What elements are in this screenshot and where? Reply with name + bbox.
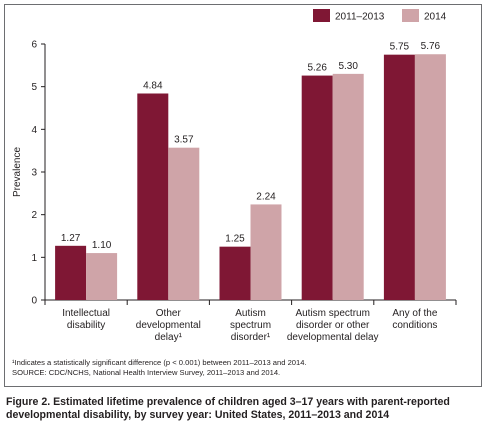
y-tick-label: 0 — [31, 296, 37, 307]
legend-label: 2014 — [424, 12, 447, 23]
bar-value-label: 3.57 — [174, 135, 194, 146]
bar — [137, 93, 169, 300]
y-tick-label: 6 — [31, 40, 37, 51]
bar-value-label: 1.27 — [61, 233, 81, 244]
bar — [86, 253, 118, 300]
bar-value-label: 1.25 — [225, 234, 245, 245]
bar — [383, 54, 415, 300]
legend-swatch — [313, 9, 330, 22]
bar-value-label: 5.26 — [307, 63, 327, 74]
x-category-label: Intellectual — [62, 308, 110, 319]
y-tick-label: 4 — [31, 125, 37, 136]
bar — [219, 246, 251, 300]
bar-value-label: 5.75 — [390, 42, 410, 53]
bar-value-label: 5.30 — [338, 61, 358, 72]
x-category-label: spectrum — [230, 320, 271, 331]
bar-value-label: 1.10 — [92, 240, 112, 251]
bars: 1.27 1.10 4.84 3.57 1.25 2.24 5.26 5.30 5.75 5.76 — [55, 41, 446, 300]
x-category-label: developmental delay — [287, 332, 379, 343]
x-category-label: disability — [67, 320, 105, 331]
legend-swatch — [402, 9, 419, 22]
bar-value-label: 5.76 — [421, 41, 441, 52]
bar-value-label: 4.84 — [143, 80, 163, 91]
legend-label: 2011–2013 — [335, 12, 385, 23]
x-category-label: Any of the — [392, 308, 437, 319]
x-category-label: Other — [156, 308, 182, 319]
source-footnote: SOURCE: CDC/NCHS, National Health Interv… — [12, 368, 281, 377]
significance-footnote: ¹Indicates a statistically significant d… — [12, 358, 307, 367]
legend: 2011–2013 2014 — [313, 9, 447, 23]
x-category-label: developmental — [136, 320, 201, 331]
bar — [301, 75, 333, 300]
y-axis-label: Prevalence — [12, 147, 23, 197]
figure-caption: Figure 2. Estimated lifetime prevalence … — [6, 396, 450, 421]
y-tick-label: 3 — [31, 168, 37, 179]
bar — [250, 204, 282, 300]
bar — [332, 73, 364, 300]
x-category-label: Autism spectrum — [295, 308, 369, 319]
x-category-label: Autism — [235, 308, 266, 319]
x-category-label: disorder¹ — [231, 332, 271, 343]
x-category-labels: IntellectualdisabilityOtherdevelopmental… — [62, 308, 438, 343]
y-tick-label: 1 — [31, 253, 37, 264]
y-tick-label: 5 — [31, 82, 37, 93]
y-tick-label: 2 — [31, 210, 37, 221]
x-category-label: disorder or other — [296, 320, 370, 331]
bar-value-label: 2.24 — [256, 191, 276, 202]
x-category-label: conditions — [392, 320, 437, 331]
bar — [168, 147, 200, 300]
bar — [55, 245, 87, 300]
bar — [414, 54, 446, 300]
x-category-label: delay¹ — [155, 332, 183, 343]
